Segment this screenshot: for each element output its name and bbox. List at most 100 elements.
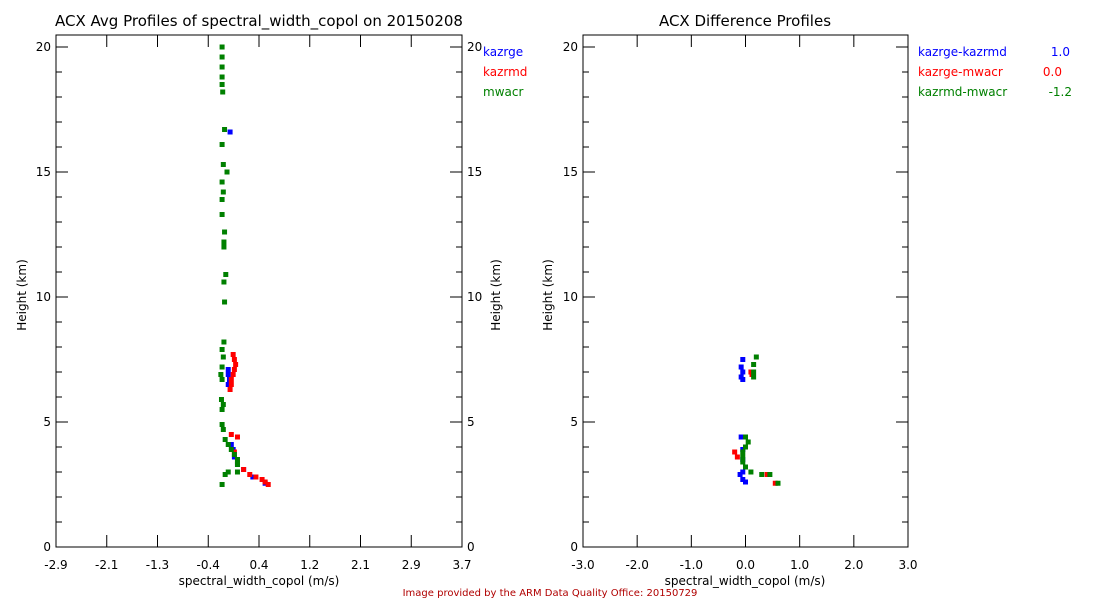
- data-point-mwacr: [218, 397, 224, 402]
- data-point-mwacr: [219, 54, 225, 60]
- right-y-tick-label: 20: [563, 40, 578, 54]
- data-point-kazrmd-mwacr: [740, 454, 746, 460]
- data-point-kazrmd-mwacr: [745, 439, 751, 445]
- left-x-tick-labels: -2.9 -2.1 -1.3 -0.4 0.4 1.2 2.1 2.9 3.7: [44, 558, 471, 572]
- data-point-mwacr: [219, 142, 225, 147]
- data-point-mwacr: [222, 299, 228, 305]
- legend-entry-kazrge-mwacr: kazrge-mwacr: [918, 65, 1003, 79]
- right-axes-ticks: [582, 35, 909, 548]
- data-point-mwacr: [218, 372, 224, 377]
- data-point-kazrge-kazrmd: [740, 477, 746, 482]
- data-point-mwacr: [220, 427, 226, 432]
- data-point-mwacr: [223, 272, 229, 277]
- data-point-kazrge-kazrmd: [740, 357, 746, 362]
- data-point-mwacr: [221, 239, 227, 245]
- left-data-points: [218, 44, 271, 487]
- left-x-tick-label: 3.7: [452, 558, 471, 572]
- data-point-kazrge-kazrmd: [740, 469, 746, 475]
- data-point-mwacr: [220, 162, 226, 167]
- legend-entry-kazrmd-mwacr: kazrmd-mwacr: [918, 85, 1007, 99]
- legend-value-kazrge-mwacr: 0.0: [1043, 65, 1062, 79]
- right-y-tick-label: 5: [570, 415, 578, 429]
- left-right-y-tick-label: 10: [467, 290, 482, 304]
- left-x-tick-label: 2.9: [402, 558, 421, 572]
- left-right-y-tick-label: 0: [467, 540, 475, 554]
- data-point-kazrmd-mwacr: [775, 480, 781, 486]
- data-point-kazrge-kazrmd: [740, 369, 746, 375]
- right-x-tick-label: 0.0: [736, 558, 755, 572]
- left-y-tick-label: 10: [36, 290, 51, 304]
- data-point-kazrge: [225, 382, 231, 387]
- left-legend: kazrge kazrmd mwacr: [483, 45, 527, 99]
- data-point-kazrmd: [230, 372, 236, 377]
- data-point-kazrmd-mwacr: [753, 354, 759, 360]
- data-point-mwacr: [219, 407, 225, 412]
- data-point-mwacr: [219, 44, 225, 50]
- data-point-kazrge: [225, 367, 231, 372]
- data-point-mwacr: [219, 74, 225, 80]
- data-point-mwacr: [220, 354, 226, 360]
- data-point-mwacr: [224, 169, 230, 175]
- data-point-kazrge-kazrmd: [737, 472, 743, 477]
- right-x-tick-label: -1.0: [680, 558, 703, 572]
- right-y-tick-label: 10: [563, 290, 578, 304]
- data-point-mwacr: [228, 447, 234, 452]
- footer-credit: Image provided by the ARM Data Quality O…: [403, 588, 698, 599]
- data-point-kazrge: [227, 129, 233, 135]
- data-point-kazrmd-mwacr: [759, 472, 765, 477]
- data-point-mwacr: [219, 377, 225, 382]
- data-point-mwacr: [221, 279, 227, 285]
- left-right-y-tick-labels: 0 5 10 15 20: [467, 40, 482, 554]
- left-x-tick-label: 2.1: [351, 558, 370, 572]
- left-y-tick-label: 20: [36, 40, 51, 54]
- data-point-mwacr: [221, 244, 227, 250]
- data-point-kazrmd-mwacr: [740, 449, 746, 455]
- data-point-kazrmd-mwacr: [740, 459, 746, 465]
- data-point-mwacr: [222, 472, 228, 477]
- data-point-kazrmd-mwacr: [751, 362, 757, 367]
- data-point-kazrge-kazrmd: [738, 434, 744, 440]
- data-point-kazrmd: [262, 479, 268, 485]
- left-x-tick-label: -2.9: [44, 558, 67, 572]
- right-chart: ACX Difference Profiles -3.0 -2.0 -1.0 0…: [541, 12, 1072, 588]
- data-point-mwacr: [219, 64, 225, 70]
- data-point-kazrmd-mwacr: [748, 469, 754, 475]
- left-plot-frame: [55, 34, 463, 548]
- data-point-kazrmd: [231, 357, 237, 362]
- data-point-mwacr: [219, 82, 225, 87]
- legend-entry-kazrge-kazrmd: kazrge-kazrmd: [918, 45, 1007, 59]
- data-point-kazrmd: [265, 482, 271, 487]
- data-point-mwacr: [231, 452, 237, 457]
- left-right-y-tick-label: 5: [467, 415, 475, 429]
- left-axes-ticks: [55, 35, 463, 548]
- left-y-tick-label: 0: [43, 540, 51, 554]
- data-point-mwacr: [221, 339, 227, 345]
- data-point-kazrge-kazrmd: [743, 479, 748, 485]
- left-right-y-tick-label: 20: [467, 40, 482, 54]
- right-y-tick-label: 15: [563, 165, 578, 179]
- right-y-axis-label: Height (km): [541, 259, 555, 330]
- left-y-tick-label: 5: [43, 415, 51, 429]
- data-point-mwacr: [219, 212, 225, 217]
- legend-entry-kazrmd: kazrmd: [483, 65, 527, 79]
- data-point-kazrmd: [228, 377, 234, 382]
- right-x-tick-label: 1.0: [790, 558, 809, 572]
- legend-value-kazrmd-mwacr: -1.2: [1049, 85, 1072, 99]
- right-x-axis-label: spectral_width_copol (m/s): [665, 574, 826, 588]
- right-x-tick-label: 3.0: [898, 558, 917, 572]
- data-point-mwacr: [219, 422, 225, 427]
- left-y-tick-label: 15: [36, 165, 51, 179]
- data-point-kazrmd: [231, 367, 237, 372]
- right-x-tick-label: 2.0: [844, 558, 863, 572]
- left-x-tick-label: 0.4: [249, 558, 268, 572]
- data-point-mwacr: [225, 442, 231, 447]
- data-point-kazrge-kazrmd: [740, 377, 746, 382]
- data-point-kazrge-mwacr: [734, 454, 740, 460]
- left-right-y-axis-label: Height (km): [489, 259, 503, 330]
- data-point-kazrmd: [228, 382, 234, 387]
- data-point-mwacr: [234, 462, 240, 467]
- right-plot-frame: [582, 34, 909, 548]
- left-x-tick-label: -2.1: [95, 558, 118, 572]
- left-x-tick-label: -1.3: [146, 558, 169, 572]
- data-point-kazrge-kazrmd: [738, 364, 744, 370]
